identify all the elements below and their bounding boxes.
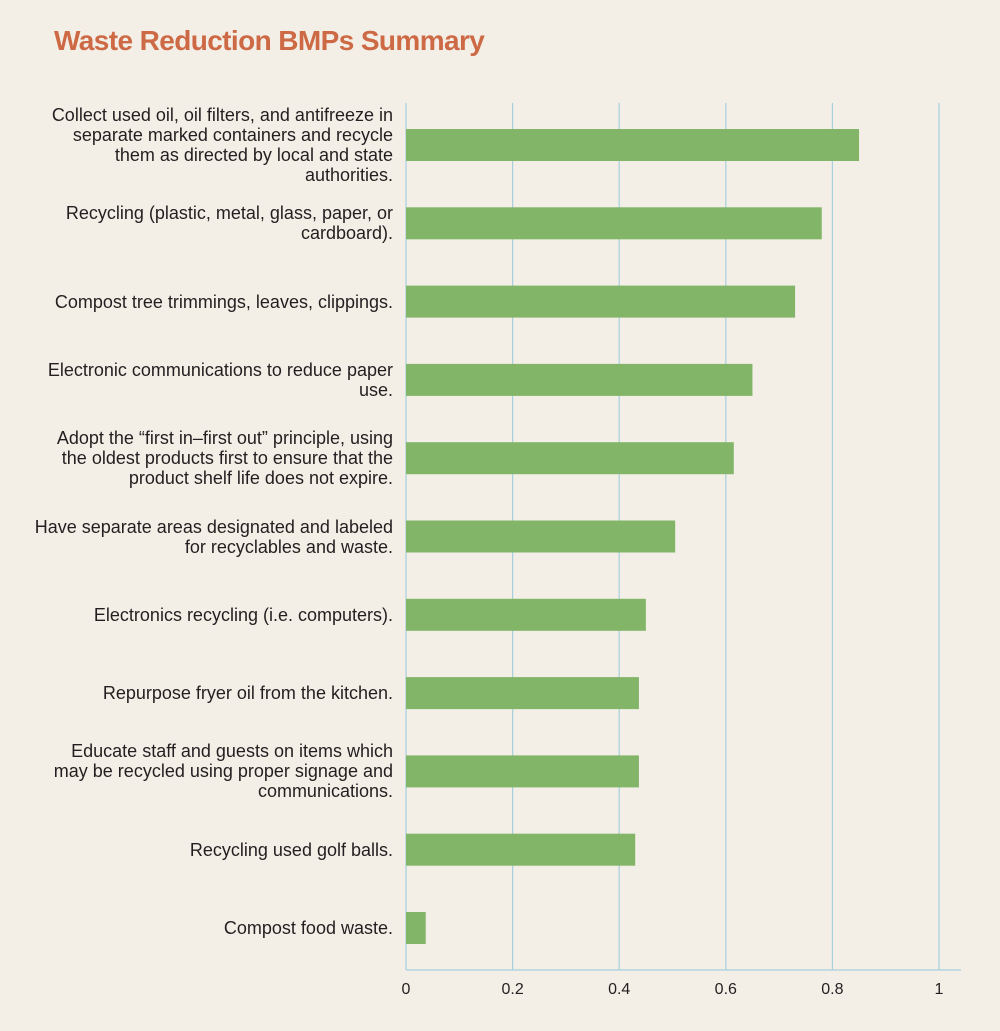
category-label: Recycling (plastic, metal, glass, paper,…: [65, 203, 393, 244]
x-tick-label: 1: [935, 981, 944, 998]
category-label: Recycling used golf balls.: [189, 839, 393, 860]
bar: [406, 912, 426, 944]
category-label: Compost food waste.: [223, 918, 393, 938]
bar: [406, 442, 734, 475]
x-tick-label: 0: [402, 981, 411, 998]
bar: [406, 129, 860, 161]
category-label: Have separate areas designated and label…: [34, 516, 393, 557]
bar: [406, 520, 676, 553]
x-tick-label: 0.8: [821, 981, 843, 998]
category-label: Adopt the “first in–first out” principle…: [56, 428, 393, 489]
bar: [406, 207, 822, 240]
category-label: Educate staff and guests on items which …: [53, 741, 393, 802]
bar: [406, 755, 639, 788]
bar: [406, 363, 753, 396]
category-label: Collect used oil, oil filters, and antif…: [51, 105, 393, 185]
bar: [406, 285, 796, 318]
chart-title: Waste Reduction BMPs Summary: [54, 25, 485, 56]
category-label: Electronic communications to reduce pape…: [47, 359, 393, 400]
category-label: Repurpose fryer oil from the kitchen.: [102, 683, 393, 704]
bar: [406, 833, 636, 866]
x-tick-label: 0.2: [501, 981, 523, 998]
x-tick-label: 0.6: [715, 981, 737, 998]
category-label: Electronics recycling (i.e. computers).: [93, 604, 393, 625]
x-tick-label: 0.4: [608, 981, 630, 998]
category-label: Compost tree trimmings, leaves, clipping…: [54, 291, 393, 312]
bar: [406, 598, 646, 631]
bar: [406, 677, 639, 710]
